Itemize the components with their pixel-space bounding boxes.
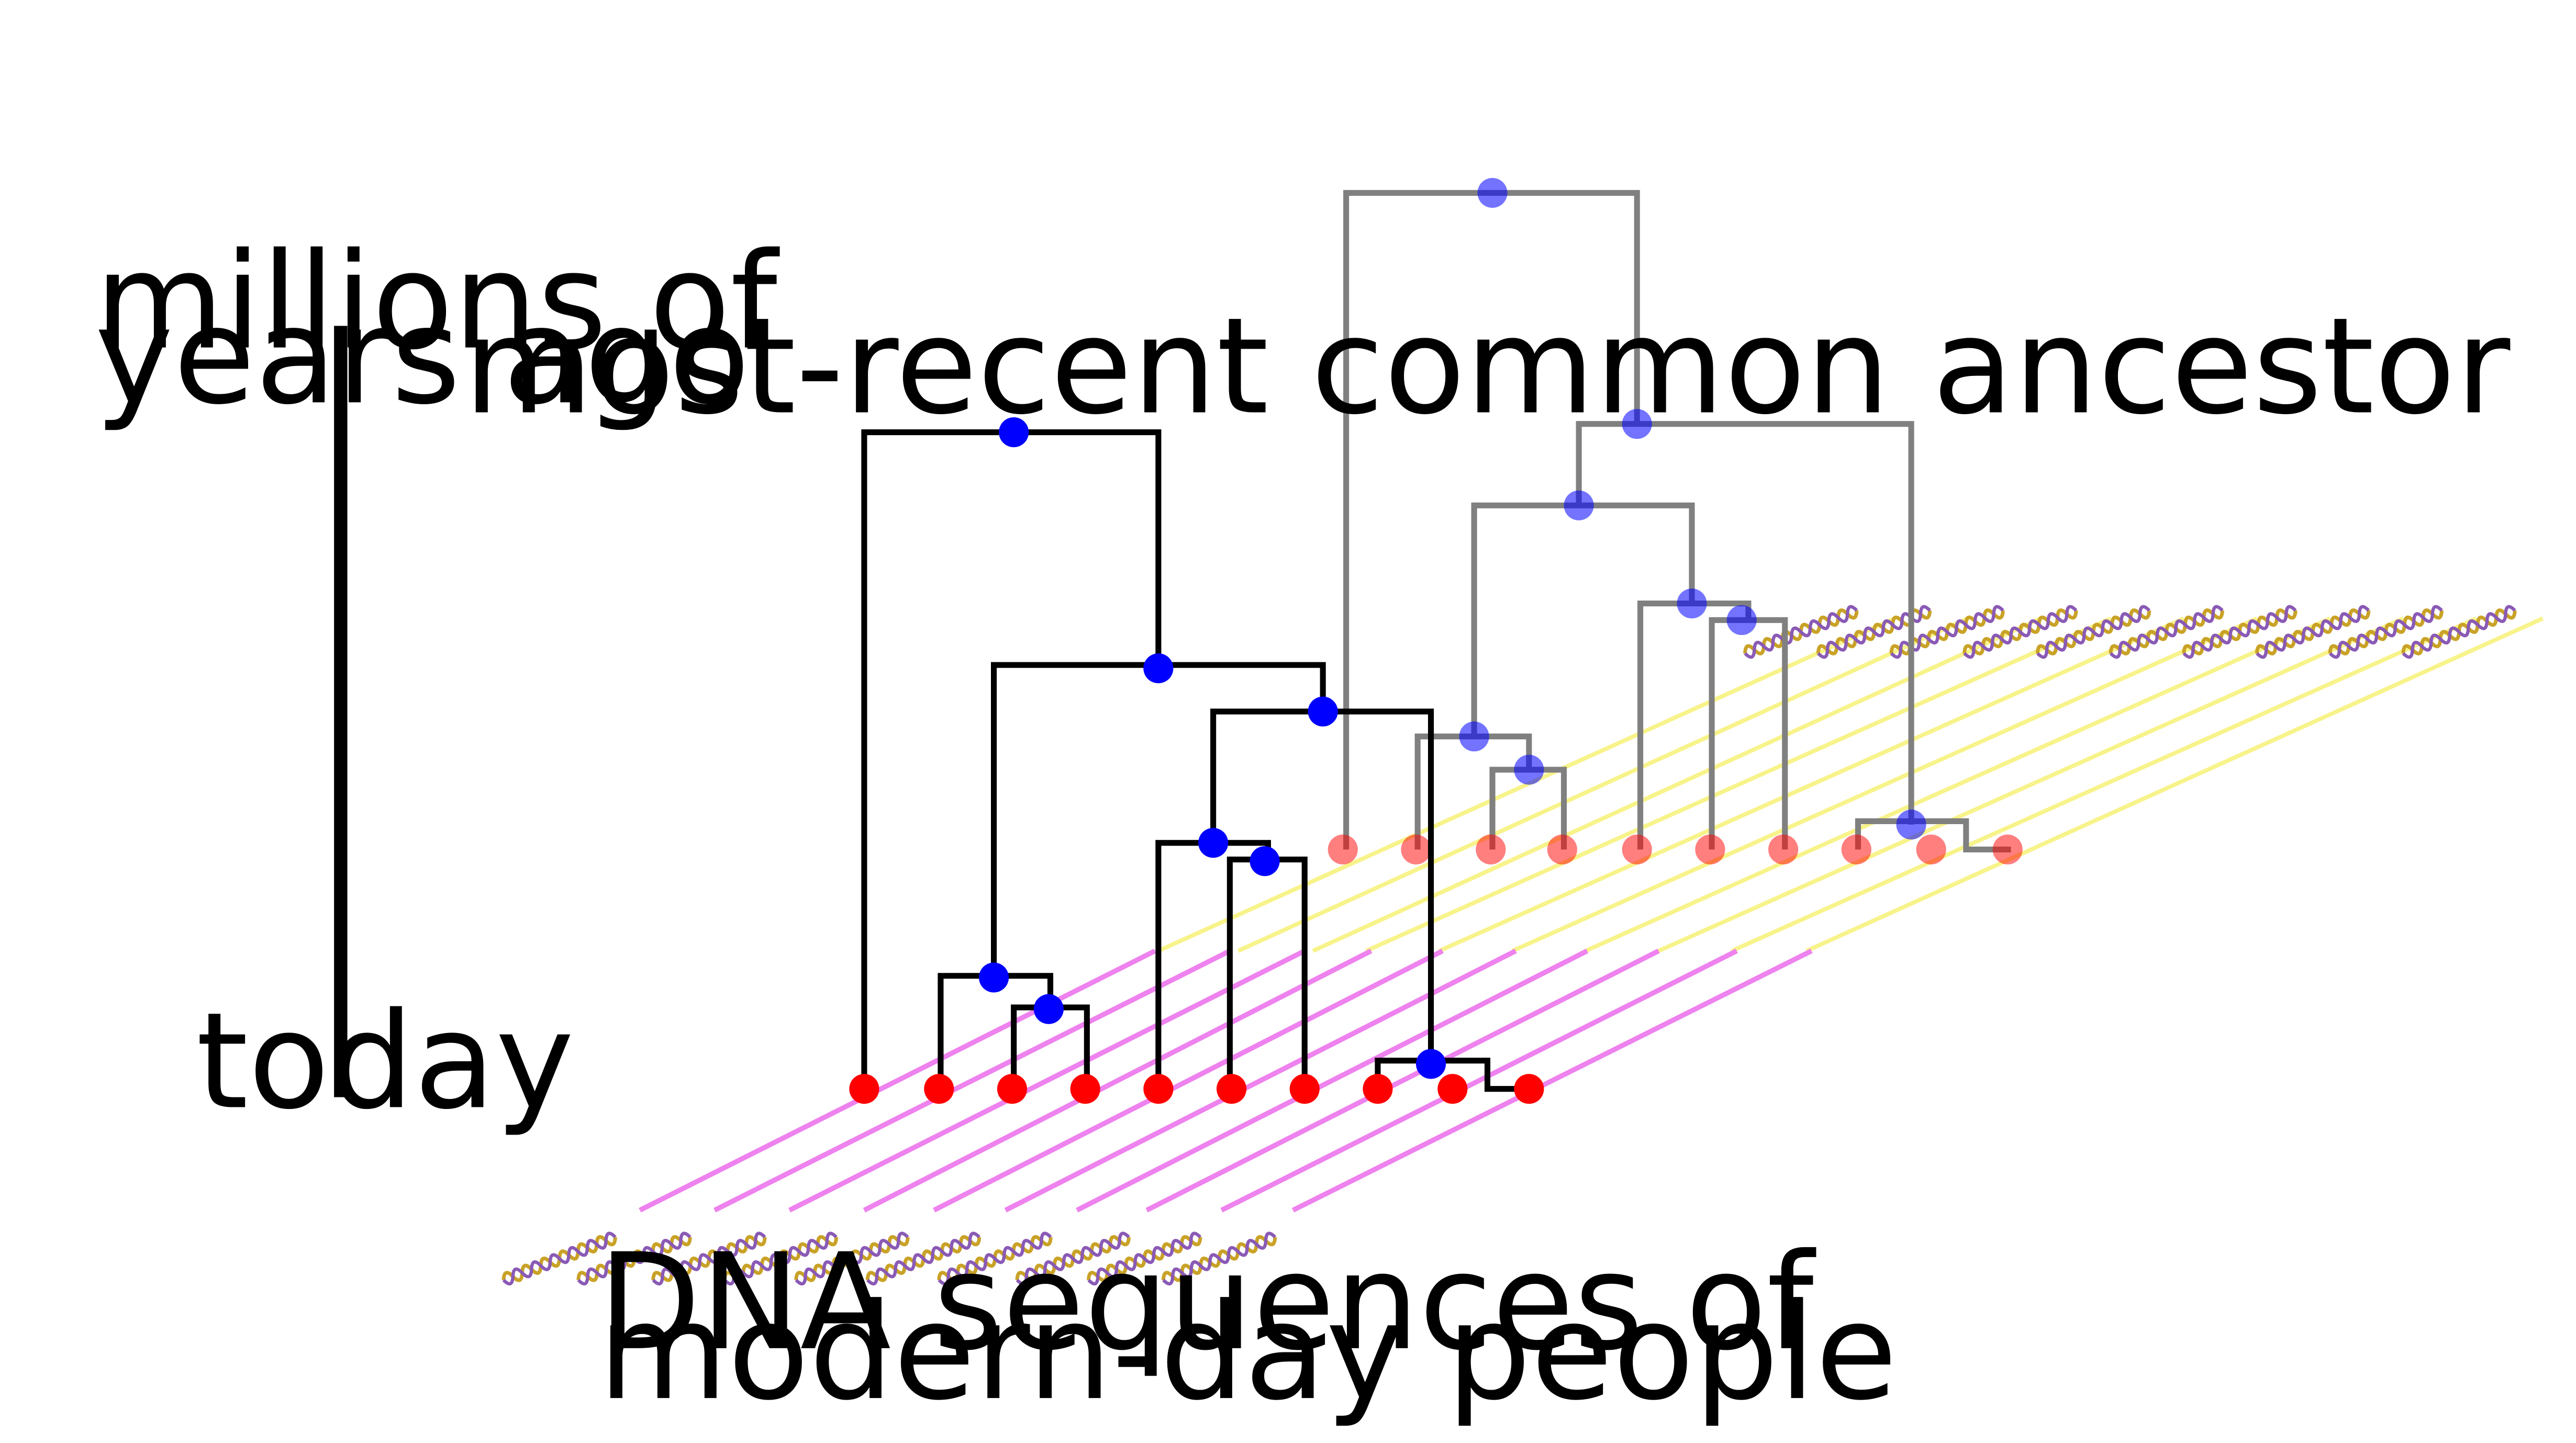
front-sequence-lines bbox=[639, 948, 1813, 1213]
dna-label-line2: modern-day people bbox=[598, 1274, 1898, 1429]
back-internal-nodes bbox=[1459, 177, 1926, 840]
axis-top-label-line2: years ago bbox=[95, 279, 750, 434]
axis-top-label-line1: millions of bbox=[95, 224, 780, 379]
mrca-node bbox=[999, 417, 1029, 448]
back-sequence-lines bbox=[1157, 616, 2544, 953]
front-leaf-nodes bbox=[849, 1074, 1544, 1104]
time-axis-bar bbox=[334, 326, 348, 1097]
mrca-label: most-recent common ancestor bbox=[464, 288, 2511, 443]
back-leaf-nodes bbox=[1328, 834, 2023, 865]
dna-label-line1: DNA sequences of bbox=[598, 1225, 1816, 1380]
axis-bottom-label: today bbox=[196, 984, 574, 1139]
front-internal-nodes bbox=[978, 417, 1446, 1079]
front-genealogy-tree bbox=[861, 429, 1529, 1092]
time-axis: millions of years ago today bbox=[95, 224, 780, 1139]
